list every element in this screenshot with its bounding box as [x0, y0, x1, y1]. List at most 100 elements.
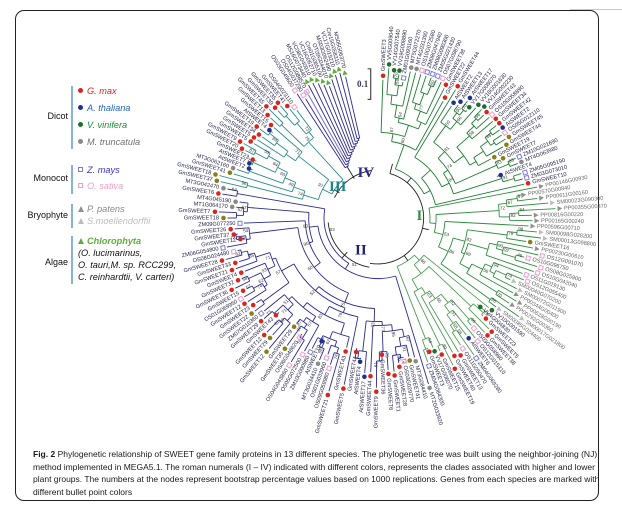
svg-text:48: 48 [485, 132, 492, 139]
svg-text:82: 82 [449, 300, 456, 307]
svg-text:92: 92 [503, 247, 510, 253]
svg-text:91: 91 [502, 174, 509, 180]
svg-text:87: 87 [248, 147, 255, 154]
svg-text:74: 74 [256, 283, 263, 290]
svg-text:99: 99 [396, 355, 402, 361]
svg-text:GmSWEET18: GmSWEET18 [184, 215, 219, 221]
svg-text:MT4G045190: MT4G045190 [197, 195, 232, 205]
svg-text:62: 62 [235, 250, 242, 256]
svg-text:98: 98 [518, 226, 524, 231]
svg-text:74: 74 [333, 353, 339, 360]
svg-text:VV5G009040: VV5G009040 [387, 26, 395, 60]
svg-text:73: 73 [402, 358, 408, 364]
svg-text:65: 65 [435, 297, 442, 304]
svg-text:59: 59 [394, 78, 400, 84]
svg-text:66: 66 [456, 115, 463, 122]
svg-text:79: 79 [508, 231, 514, 237]
svg-text:GmSWEET44: GmSWEET44 [347, 356, 359, 392]
svg-text:54: 54 [243, 228, 249, 234]
svg-text:76: 76 [393, 71, 399, 77]
svg-text:52: 52 [309, 289, 316, 296]
svg-text:59: 59 [279, 317, 286, 324]
svg-text:GmSWEET43: GmSWEET43 [334, 355, 348, 391]
svg-text:73: 73 [304, 125, 311, 132]
svg-text:GmSWEET12: GmSWEET12 [201, 237, 237, 248]
svg-text:VV14G007540: VV14G007540 [392, 29, 402, 66]
svg-text:89: 89 [429, 79, 436, 86]
svg-text:81: 81 [273, 319, 280, 326]
svg-text:58: 58 [241, 275, 248, 282]
svg-text:66: 66 [470, 317, 477, 324]
svg-text:82: 82 [511, 213, 517, 218]
svg-text:57: 57 [275, 269, 282, 276]
svg-text:IV: IV [358, 165, 375, 181]
svg-text:90: 90 [455, 106, 462, 113]
svg-text:53: 53 [443, 231, 450, 237]
svg-text:72: 72 [230, 235, 236, 241]
svg-text:87: 87 [296, 325, 303, 332]
svg-text:96: 96 [303, 240, 310, 247]
svg-text:53: 53 [263, 149, 270, 156]
svg-text:67: 67 [405, 336, 411, 343]
svg-text:94: 94 [448, 176, 455, 183]
svg-text:70: 70 [496, 292, 503, 299]
svg-text:83: 83 [496, 159, 503, 166]
svg-text:72: 72 [500, 205, 506, 210]
svg-text:93: 93 [261, 267, 268, 274]
svg-text:73: 73 [265, 309, 272, 316]
svg-text:I: I [417, 208, 423, 224]
svg-text:84: 84 [271, 136, 278, 143]
svg-text:54: 54 [427, 337, 434, 344]
svg-text:51: 51 [352, 262, 357, 267]
svg-text:83: 83 [330, 227, 335, 232]
svg-text:58: 58 [452, 323, 459, 330]
svg-text:49: 49 [288, 181, 295, 188]
svg-text:GmSWEET3: GmSWEET3 [381, 39, 388, 71]
svg-text:83: 83 [508, 157, 515, 164]
svg-text:GmSWEET36: GmSWEET36 [379, 359, 386, 394]
svg-text:GmSWEET37: GmSWEET37 [194, 233, 230, 243]
svg-text:71: 71 [281, 307, 288, 314]
svg-text:0.1: 0.1 [357, 79, 369, 89]
svg-text:80: 80 [441, 343, 448, 350]
svg-text:95: 95 [517, 193, 523, 199]
svg-text:94: 94 [493, 262, 500, 269]
svg-text:58: 58 [456, 328, 463, 335]
svg-text:GmSWEET16: GmSWEET16 [534, 240, 570, 251]
svg-text:96: 96 [474, 112, 481, 119]
svg-text:AtSWEET4: AtSWEET4 [354, 366, 363, 395]
svg-text:GmSWEET26: GmSWEET26 [191, 227, 226, 236]
svg-text:58: 58 [468, 129, 475, 136]
svg-text:67: 67 [507, 200, 513, 206]
svg-text:96: 96 [241, 180, 248, 186]
svg-text:60: 60 [279, 171, 286, 178]
svg-text:51: 51 [282, 298, 289, 305]
svg-text:52: 52 [237, 207, 243, 212]
svg-text:PP00355G00370: PP00355G00370 [564, 204, 607, 212]
svg-text:55: 55 [296, 337, 303, 344]
svg-text:AtSWEET17: AtSWEET17 [359, 381, 368, 413]
svg-text:83: 83 [466, 237, 473, 243]
svg-text:51: 51 [450, 310, 457, 317]
svg-text:62: 62 [325, 338, 332, 345]
svg-text:70: 70 [461, 103, 468, 110]
svg-text:83: 83 [317, 312, 324, 319]
svg-text:93: 93 [303, 223, 309, 229]
svg-text:67: 67 [389, 126, 395, 132]
svg-text:73: 73 [370, 322, 375, 328]
svg-text:86: 86 [448, 248, 455, 255]
svg-text:PP00165G00240: PP00165G00240 [541, 218, 584, 225]
svg-text:67: 67 [241, 205, 247, 210]
svg-text:50: 50 [444, 119, 451, 126]
svg-text:74: 74 [297, 191, 304, 197]
svg-text:71: 71 [294, 148, 301, 155]
svg-text:79: 79 [337, 312, 344, 319]
svg-text:GmSWEET6: GmSWEET6 [182, 185, 215, 196]
svg-text:46: 46 [517, 252, 524, 258]
svg-text:63: 63 [426, 292, 433, 299]
svg-text:MT1G064170: MT1G064170 [193, 201, 228, 210]
svg-text:GmSWEET7: GmSWEET7 [178, 208, 210, 215]
svg-text:74: 74 [246, 157, 253, 164]
svg-text:GmSWEET1: GmSWEET1 [392, 380, 401, 412]
svg-text:GmSWEET9: GmSWEET9 [374, 396, 380, 428]
